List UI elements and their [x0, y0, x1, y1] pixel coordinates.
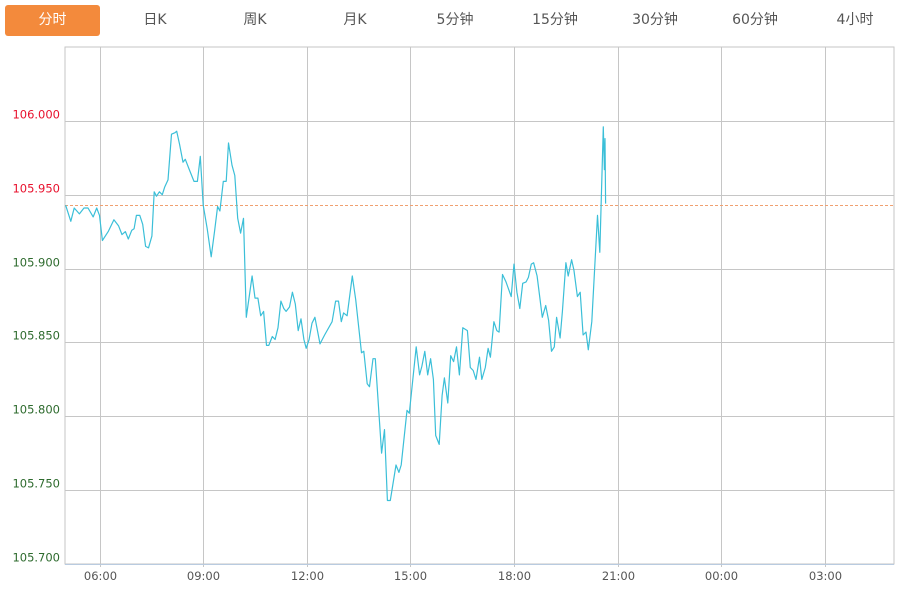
y-tick-label: 105.950	[12, 182, 60, 196]
tab-7[interactable]: 60分钟	[732, 12, 778, 28]
x-tick-label: 18:00	[498, 569, 531, 583]
tab-5[interactable]: 15分钟	[532, 12, 578, 28]
y-tick-label: 105.750	[12, 477, 60, 491]
tab-4[interactable]: 5分钟	[436, 12, 474, 28]
y-tick-label: 105.850	[12, 329, 60, 343]
tab-2[interactable]: 周K	[243, 12, 267, 28]
x-tick-label: 03:00	[809, 569, 842, 583]
tab-0[interactable]: 分时	[5, 5, 100, 36]
plot-frame	[64, 46, 895, 565]
tab-3[interactable]: 月K	[343, 12, 367, 28]
y-tick-label: 105.800	[12, 403, 60, 417]
x-tick-label: 00:00	[705, 569, 738, 583]
tab-6[interactable]: 30分钟	[632, 12, 678, 28]
x-tick-label: 21:00	[602, 569, 635, 583]
y-tick-label: 105.700	[12, 551, 60, 565]
price-line	[65, 126, 607, 502]
x-tick-label: 15:00	[394, 569, 427, 583]
x-tick-label: 09:00	[187, 569, 220, 583]
y-tick-label: 106.000	[12, 108, 60, 122]
period-tabs: 分时 日K 周K 月K 5分钟 15分钟 30分钟 60分钟 4小时	[5, 5, 905, 37]
tab-1[interactable]: 日K	[143, 12, 167, 28]
x-tick-label: 06:00	[84, 569, 117, 583]
tab-8[interactable]: 4小时	[836, 12, 874, 28]
y-tick-label: 105.900	[12, 256, 60, 270]
x-tick-label: 12:00	[291, 569, 324, 583]
